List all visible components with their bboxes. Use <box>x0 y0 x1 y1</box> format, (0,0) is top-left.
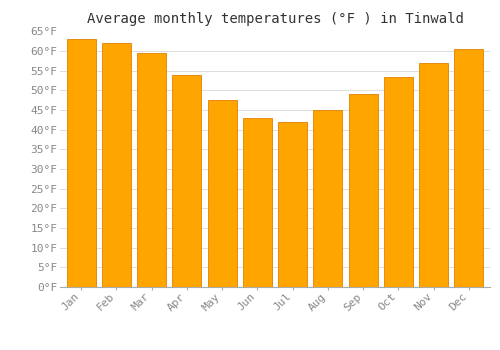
Bar <box>208 100 236 287</box>
Title: Average monthly temperatures (°F ) in Tinwald: Average monthly temperatures (°F ) in Ti… <box>86 12 464 26</box>
Bar <box>348 94 378 287</box>
Bar <box>384 77 413 287</box>
Bar <box>314 110 342 287</box>
Bar <box>278 122 307 287</box>
Bar <box>243 118 272 287</box>
Bar <box>419 63 448 287</box>
Bar <box>172 75 202 287</box>
Bar <box>137 53 166 287</box>
Bar <box>102 43 131 287</box>
Bar <box>66 39 96 287</box>
Bar <box>454 49 484 287</box>
